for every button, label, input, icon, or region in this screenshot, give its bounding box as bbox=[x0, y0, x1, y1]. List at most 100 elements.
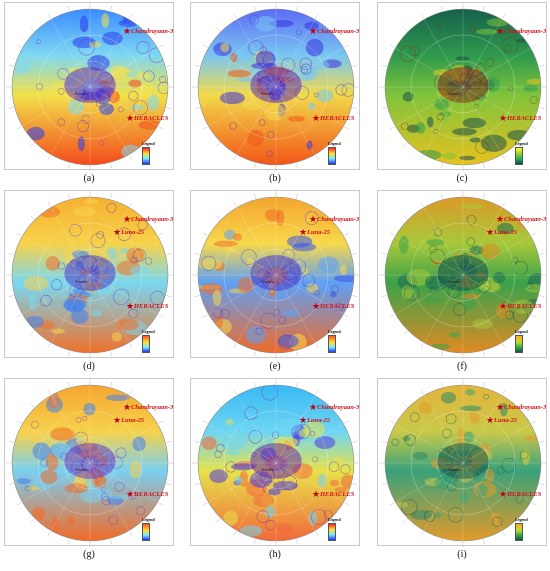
crater-rim bbox=[117, 227, 131, 241]
chandrayaan-star-icon: ★ bbox=[309, 402, 318, 412]
terrain-patch bbox=[31, 506, 45, 521]
crater-rim bbox=[69, 223, 82, 237]
longitude-line bbox=[208, 235, 344, 315]
graticule-tick bbox=[129, 155, 133, 160]
terrain-patch bbox=[223, 510, 239, 526]
crater-rim bbox=[295, 29, 302, 36]
terrain-patch bbox=[252, 494, 275, 507]
terrain-patch bbox=[48, 391, 60, 409]
graticule-tick bbox=[518, 215, 523, 220]
terrain-patch bbox=[340, 264, 347, 277]
polar-map bbox=[379, 3, 547, 171]
terrain-patch bbox=[66, 515, 75, 526]
luna-star-icon: ★ bbox=[486, 415, 495, 425]
graticule-tick bbox=[68, 351, 70, 357]
terrain-patch bbox=[332, 456, 344, 469]
crater-rim bbox=[128, 308, 138, 319]
panel-label-a: (a) bbox=[83, 173, 95, 184]
graticule-tick bbox=[315, 390, 319, 395]
graticule-tick bbox=[145, 215, 150, 220]
graticule-tick bbox=[216, 142, 221, 147]
crater-rim bbox=[57, 68, 69, 80]
graticule-tick bbox=[194, 483, 200, 485]
graticule-tick bbox=[315, 14, 319, 19]
map-panel-b: ★ Chandrayaan-3 ★ HERACLES Artemis Legend (b) bbox=[190, 2, 360, 184]
graticule-tick bbox=[145, 403, 150, 408]
crater-rim bbox=[475, 140, 489, 154]
graticule-tick bbox=[483, 5, 485, 11]
graticule-tick bbox=[420, 14, 424, 19]
terrain-patch bbox=[45, 453, 59, 471]
terrain-patch bbox=[64, 299, 85, 313]
graticule-tick bbox=[110, 381, 112, 387]
graticule-tick bbox=[352, 441, 358, 443]
luna-label: Luna-25 bbox=[494, 229, 518, 236]
crater-rim bbox=[106, 202, 117, 213]
terrain-patch bbox=[122, 12, 131, 25]
crater-rim bbox=[466, 214, 477, 225]
graticule-tick bbox=[166, 483, 172, 485]
crater-rim bbox=[340, 464, 351, 475]
graticule-tick bbox=[315, 343, 319, 348]
terrain-patch bbox=[276, 523, 293, 533]
terrain-patch bbox=[402, 91, 414, 102]
graticule-tick bbox=[47, 390, 51, 395]
legend-title: Legend bbox=[515, 329, 528, 334]
crater-rim bbox=[101, 492, 110, 501]
polar-map bbox=[379, 379, 547, 547]
terrain-patch bbox=[215, 314, 223, 329]
graticule-tick bbox=[233, 343, 237, 348]
terrain-patch bbox=[239, 525, 263, 537]
terrain-patch bbox=[102, 31, 123, 45]
legend-colorbar bbox=[328, 523, 336, 541]
crater-rim bbox=[300, 66, 308, 74]
legend-title: Legend bbox=[328, 517, 341, 522]
crater-rim bbox=[430, 286, 437, 293]
graticule-tick bbox=[502, 343, 506, 348]
graticule-tick bbox=[296, 193, 298, 199]
terrain-patch bbox=[111, 67, 134, 84]
crater-rim bbox=[323, 509, 333, 519]
crater-rim bbox=[216, 443, 225, 453]
chandrayaan-label: Chandrayaan-3 bbox=[317, 216, 360, 223]
graticule-tick bbox=[420, 202, 424, 207]
graticule-tick bbox=[331, 142, 336, 147]
chandrayaan-label: Chandrayaan-3 bbox=[504, 216, 547, 223]
terrain-patch bbox=[16, 478, 31, 485]
luna-star-icon: ★ bbox=[113, 227, 122, 237]
crater-rim bbox=[220, 308, 230, 319]
graticule-tick bbox=[30, 518, 35, 523]
crater-rim bbox=[502, 37, 519, 54]
terrain-patch bbox=[198, 258, 223, 270]
terrain-patch bbox=[306, 283, 319, 293]
terrain-patch bbox=[91, 310, 102, 317]
crater-rim bbox=[304, 211, 319, 225]
crater-rim bbox=[157, 81, 168, 94]
crater-rim bbox=[529, 96, 538, 105]
graticule-tick bbox=[390, 126, 395, 130]
terrain-patch bbox=[401, 285, 413, 300]
map-legend: Legend bbox=[328, 329, 352, 353]
terrain-patch bbox=[50, 427, 75, 441]
graticule-tick bbox=[145, 518, 150, 523]
graticule-tick bbox=[166, 65, 172, 67]
graticule-tick bbox=[539, 107, 545, 109]
luna-label: Luna-25 bbox=[494, 417, 518, 424]
crater-rim bbox=[437, 113, 445, 121]
terrain-patch bbox=[308, 102, 316, 110]
terrain-patch bbox=[462, 117, 487, 129]
heracles-star-icon: ★ bbox=[312, 301, 321, 311]
terrain-patch bbox=[499, 402, 508, 417]
terrain-patch bbox=[53, 81, 65, 89]
graticule-tick bbox=[296, 381, 298, 387]
terrain-patch bbox=[422, 297, 444, 304]
graticule-tick bbox=[483, 163, 485, 169]
crater-rim bbox=[266, 150, 273, 157]
graticule-tick bbox=[203, 314, 208, 318]
legend-title: Legend bbox=[142, 141, 155, 146]
chandrayaan-star-icon: ★ bbox=[496, 402, 505, 412]
chandrayaan-label: Chandrayaan-3 bbox=[317, 28, 360, 35]
terrain-patch bbox=[254, 16, 277, 32]
graticule-tick bbox=[518, 330, 523, 335]
terrain-patch bbox=[51, 328, 66, 334]
